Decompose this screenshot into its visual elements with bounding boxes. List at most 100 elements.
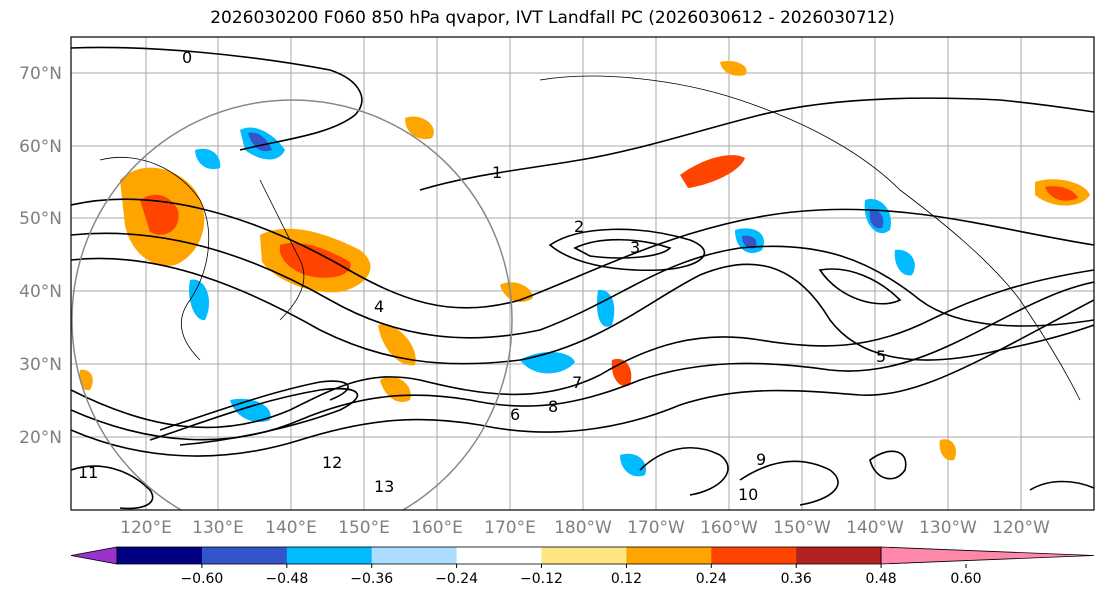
ivt-contours (71, 46, 1094, 510)
lon-label: 160°E (411, 518, 463, 538)
contour-line (71, 46, 363, 151)
anomaly-patch (620, 453, 646, 477)
lat-label: 70°N (19, 64, 62, 84)
contour-line (71, 232, 1094, 339)
anomaly-patch (378, 324, 416, 366)
anomaly-patch (680, 155, 745, 188)
colorbar-tick-label: 0.48 (866, 571, 897, 587)
anomaly-patch (189, 279, 210, 321)
contour-label: 2 (574, 217, 584, 236)
colorbar-segment (201, 547, 288, 564)
contour-line (71, 299, 1094, 457)
colorbar-extend-high (880, 546, 1095, 565)
colorbar-tick-label: −0.12 (520, 571, 563, 587)
anomaly-patch (405, 116, 434, 140)
contour-line (869, 450, 907, 480)
anomaly-patch (230, 398, 271, 422)
contour-label: 9 (756, 450, 766, 469)
colorbar-tick-label: −0.48 (265, 571, 308, 587)
anomaly-patch (500, 282, 533, 302)
contour-label-group: 0 1 2 3 4 5 6 7 8 9 10 11 12 13 (78, 48, 886, 504)
colorbar: −0.60 −0.48 −0.36 −0.24 −0.12 0.12 0.24 0.36 0.4… (70, 546, 1095, 587)
colorbar-tick-label: 0.36 (781, 571, 812, 587)
anomaly-patch (79, 369, 93, 391)
coastline (539, 75, 1081, 401)
contour-label: 8 (548, 397, 558, 416)
colorbar-tick-label: 0.60 (950, 571, 981, 587)
colorbar-segment (541, 547, 627, 564)
contour-line (818, 268, 902, 305)
colorbar-tick-label: 0.24 (696, 571, 727, 587)
anomaly-patch (869, 209, 884, 229)
anomaly-patch (279, 242, 351, 278)
contour-line (548, 228, 706, 272)
colorbar-segment (711, 547, 797, 564)
lon-label: 170°W (627, 518, 685, 538)
contour-line (573, 238, 672, 259)
anomaly-patch (894, 249, 915, 276)
contour-label: 1 (492, 163, 502, 182)
lon-label: 120°E (120, 518, 172, 538)
contour-label: 0 (182, 48, 192, 67)
lon-label: 120°W (992, 518, 1050, 538)
colorbar-segment (286, 547, 373, 564)
lon-label: 130°E (192, 518, 244, 538)
colorbar-tick-label: 0.12 (611, 571, 642, 587)
coastline (99, 157, 210, 361)
contour-label: 10 (738, 485, 758, 504)
contour-label: 7 (572, 373, 582, 392)
map-frame (70, 36, 1095, 511)
lat-label: 30°N (19, 355, 62, 375)
contour-line (71, 281, 1094, 441)
anomaly-patch (742, 235, 757, 249)
coastline (259, 179, 305, 321)
contour-label: 6 (510, 405, 520, 424)
contour-label: 3 (630, 238, 640, 257)
contour-label: 11 (78, 463, 98, 482)
lon-label: 150°W (773, 518, 831, 538)
lon-label: 170°E (484, 518, 536, 538)
colorbar-segment (117, 547, 203, 564)
anomaly-patch (140, 194, 179, 235)
colorbar-tick-label: −0.36 (350, 571, 393, 587)
chart-title: 2026030200 F060 850 hPa qvapor, IVT Land… (210, 8, 895, 28)
lat-label: 20°N (19, 428, 62, 448)
contour-label: 12 (322, 453, 342, 472)
contour-line (149, 387, 359, 446)
contour-line (71, 465, 154, 510)
latitude-labels: 70°N 60°N 50°N 40°N 30°N 20°N (19, 64, 62, 448)
contour-line (71, 257, 1094, 365)
contour-line (71, 269, 1094, 429)
graticule (71, 37, 1094, 510)
anomaly-patch (248, 132, 272, 152)
lon-label: 160°W (700, 518, 758, 538)
anomaly-patch (1045, 186, 1078, 201)
contour-line (739, 460, 839, 506)
contour-line (1029, 480, 1094, 491)
qvapor-shading (79, 60, 1090, 477)
anomaly-patch (596, 289, 615, 327)
lat-label: 50°N (19, 209, 62, 229)
contour-line (71, 198, 1094, 309)
lat-label: 60°N (19, 137, 62, 157)
contour-label: 13 (374, 477, 394, 496)
contour-label: 5 (876, 347, 886, 366)
colorbar-segment (626, 547, 712, 564)
anomaly-patch (939, 439, 957, 461)
anomaly-patch (195, 148, 221, 170)
colorbar-segment (796, 547, 882, 564)
colorbar-tick-label: −0.24 (435, 571, 478, 587)
contour-line (159, 380, 349, 431)
lon-label: 130°W (919, 518, 977, 538)
lon-label: 180°W (554, 518, 612, 538)
lon-label: 140°E (265, 518, 317, 538)
lon-label: 150°E (338, 518, 390, 538)
colorbar-tick-label: −0.60 (180, 571, 223, 587)
colorbar-frame (116, 546, 882, 565)
contour-line (639, 447, 729, 496)
colorbar-segment (371, 547, 458, 564)
contour-label: 4 (374, 297, 384, 316)
range-ring (71, 99, 513, 510)
range-circle (71, 99, 513, 510)
